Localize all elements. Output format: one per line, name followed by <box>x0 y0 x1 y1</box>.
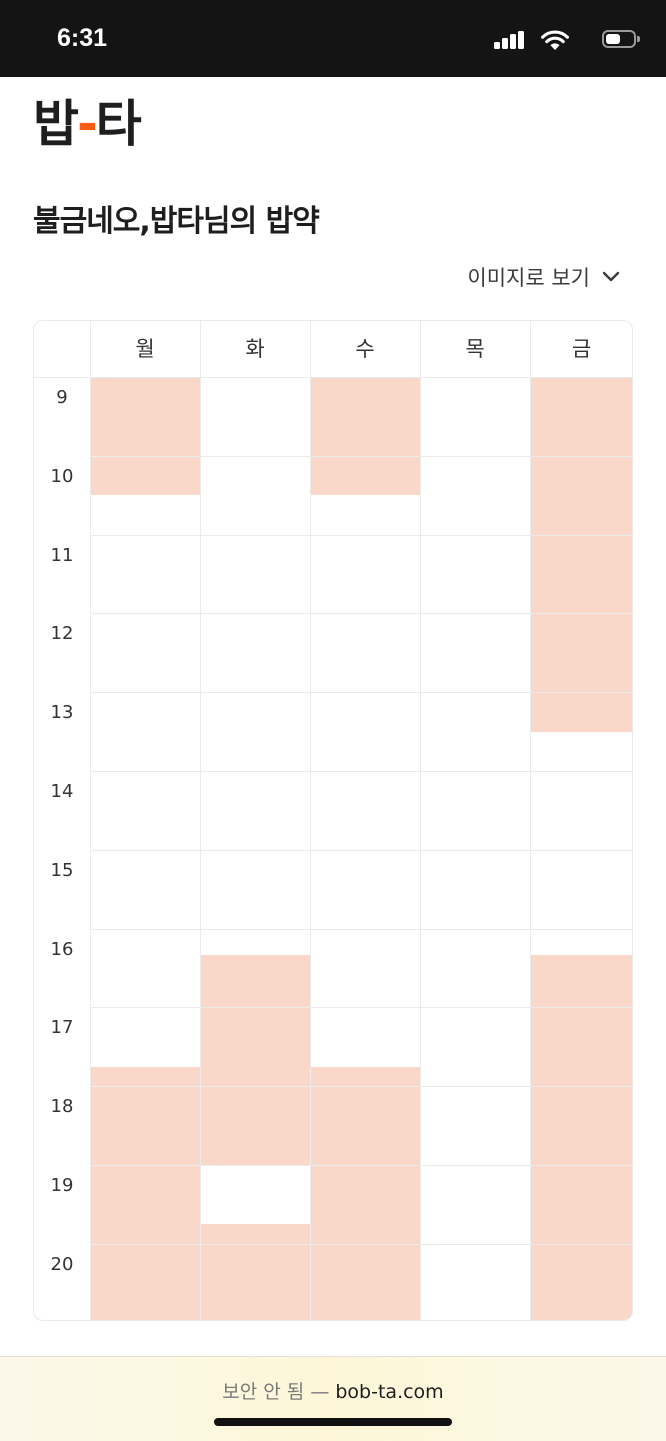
app-logo[interactable]: 밥-타 <box>33 84 142 156</box>
hour-label: 12 <box>50 623 74 645</box>
hour-label: 17 <box>50 1017 74 1039</box>
busy-block <box>530 954 632 1320</box>
hour-label: 9 <box>56 387 68 408</box>
battery-level <box>606 34 620 44</box>
hour-label: 16 <box>50 938 74 960</box>
grid-column-line <box>200 321 201 1320</box>
grid-row-line <box>90 928 632 930</box>
grid-row-line <box>90 1243 632 1245</box>
hour-label: 18 <box>50 1096 74 1118</box>
logo-right: 타 <box>95 95 142 153</box>
timetable: 월 화 수 목 금 9 10 11 12 13 14 15 16 17 18 19 20 <box>33 320 633 1321</box>
view-image-label: 이미지로 보기 <box>467 266 590 290</box>
browser-address-bar[interactable]: 보안 안 됨 — bob-ta.com <box>0 1356 666 1441</box>
browser-url[interactable]: 보안 안 됨 — bob-ta.com <box>0 1377 666 1404</box>
busy-block <box>530 377 632 732</box>
logo-dash: - <box>77 95 98 153</box>
domain-text: bob-ta.com <box>335 1381 444 1403</box>
busy-block <box>310 377 420 496</box>
busy-block <box>200 954 310 1165</box>
busy-block <box>310 1066 420 1320</box>
battery-icon <box>602 30 640 48</box>
day-header: 월 <box>135 337 155 361</box>
hour-label: 19 <box>50 1175 74 1196</box>
grid-row-line <box>90 771 632 772</box>
grid-column-line <box>310 321 311 1320</box>
grid-row-line <box>90 613 632 615</box>
day-header: 금 <box>571 337 592 361</box>
grid-row-line <box>90 1007 632 1009</box>
grid-column-line <box>420 321 421 1320</box>
busy-block <box>90 377 200 496</box>
status-icons <box>486 27 640 53</box>
grid-row-line <box>90 692 632 694</box>
grid-row-line <box>90 849 632 851</box>
timetable-grid: 월 화 수 목 금 9 10 11 12 13 14 15 16 17 18 19 20 <box>34 321 632 1320</box>
day-header: 목 <box>465 337 485 361</box>
status-time: 6:31 <box>57 24 108 52</box>
grid-row-line <box>90 455 632 457</box>
busy-block <box>90 1066 200 1320</box>
hour-label: 13 <box>50 702 74 724</box>
home-indicator[interactable] <box>214 1418 452 1426</box>
logo-left: 밥 <box>33 95 79 153</box>
hour-label: 15 <box>50 859 74 881</box>
grid-column-line <box>530 321 531 1320</box>
hour-label: 20 <box>50 1253 74 1275</box>
busy-block <box>200 1224 310 1320</box>
security-warning: 보안 안 됨 — <box>222 1381 330 1403</box>
cellular-signal-icon <box>494 31 524 49</box>
grid-row-line <box>90 1165 632 1166</box>
day-header: 수 <box>355 337 375 361</box>
grid-row-line <box>90 534 632 536</box>
page-title: 불금네오,밥타님의 밥약 <box>33 204 320 239</box>
chevron-down-icon <box>602 271 620 282</box>
status-bar: 6:31 <box>0 0 666 77</box>
hour-label: 10 <box>50 465 74 487</box>
hour-label: 14 <box>50 781 74 802</box>
hour-label: 11 <box>50 544 74 566</box>
view-image-toggle[interactable]: 이미지로 보기 <box>467 262 620 292</box>
grid-header-line <box>34 377 632 378</box>
grid-row-line <box>90 1086 632 1088</box>
wifi-icon <box>541 30 569 50</box>
grid-column-line <box>90 321 91 1320</box>
day-header: 화 <box>245 337 265 361</box>
